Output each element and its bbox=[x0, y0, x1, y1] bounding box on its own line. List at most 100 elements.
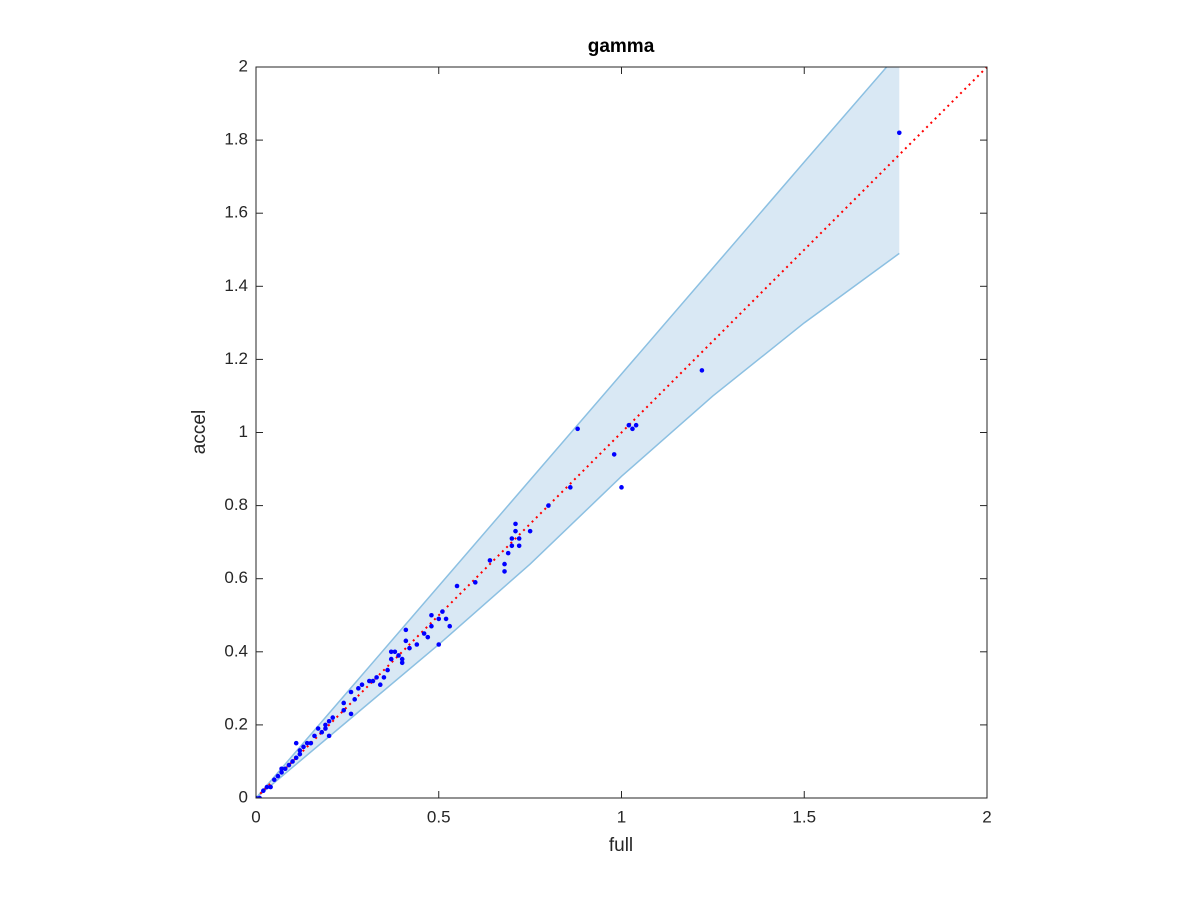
point bbox=[513, 521, 518, 527]
point bbox=[348, 689, 354, 695]
y-tick-label: 1.6 bbox=[224, 203, 248, 222]
point bbox=[367, 678, 372, 684]
point bbox=[575, 426, 580, 432]
point bbox=[264, 784, 270, 790]
point bbox=[279, 766, 284, 772]
point bbox=[513, 528, 518, 534]
x-tick-label: 1 bbox=[617, 807, 626, 826]
y-tick-label: 0.6 bbox=[224, 568, 248, 587]
band-upper-edge bbox=[256, 67, 888, 798]
point bbox=[385, 667, 390, 673]
point bbox=[370, 678, 376, 684]
point bbox=[611, 452, 617, 457]
point bbox=[352, 697, 357, 702]
point bbox=[896, 130, 902, 136]
y-tick-label: 1 bbox=[239, 422, 248, 441]
y-tick-label: 0 bbox=[239, 787, 248, 806]
point bbox=[440, 609, 445, 614]
x-axis-label: full bbox=[609, 835, 633, 856]
point bbox=[447, 623, 453, 629]
axes: 0 0.5 1 1.5 2 0 0.2 0.4 0.6 0.8 1 1.2 1.4 1.6 1.8 2 bbox=[224, 56, 991, 826]
point bbox=[304, 740, 310, 746]
point bbox=[403, 638, 409, 644]
point bbox=[414, 642, 420, 647]
y-tick-label: 1.4 bbox=[224, 276, 248, 295]
reference-line bbox=[256, 67, 987, 798]
point bbox=[319, 729, 325, 735]
x-tick-label: 0 bbox=[251, 807, 260, 826]
y-axis-label: accel bbox=[189, 410, 210, 454]
point bbox=[454, 583, 460, 589]
point bbox=[282, 766, 288, 772]
point bbox=[323, 722, 328, 728]
point bbox=[271, 777, 277, 783]
point bbox=[301, 744, 306, 750]
point bbox=[312, 733, 317, 739]
point bbox=[436, 616, 442, 622]
point bbox=[399, 656, 405, 662]
point bbox=[699, 368, 705, 373]
point bbox=[261, 788, 266, 793]
point bbox=[619, 485, 624, 490]
point bbox=[348, 711, 354, 717]
point bbox=[326, 733, 332, 739]
point bbox=[297, 748, 303, 753]
point bbox=[396, 653, 401, 658]
point bbox=[275, 773, 281, 779]
point bbox=[268, 784, 273, 790]
point bbox=[330, 715, 336, 720]
point bbox=[323, 726, 328, 731]
point bbox=[516, 536, 522, 541]
x-tick-label: 0.5 bbox=[427, 807, 451, 826]
point bbox=[374, 675, 379, 680]
point bbox=[293, 740, 299, 746]
point bbox=[436, 642, 442, 647]
point bbox=[388, 649, 394, 655]
y-tick-label: 0.4 bbox=[224, 641, 248, 660]
point bbox=[505, 550, 511, 556]
point bbox=[286, 762, 292, 768]
plot-area bbox=[256, 67, 987, 798]
point bbox=[341, 700, 347, 706]
point bbox=[502, 569, 507, 574]
x-tick-label: 2 bbox=[982, 807, 991, 826]
point bbox=[290, 759, 295, 764]
point bbox=[527, 528, 533, 534]
y-tick-label: 0.2 bbox=[224, 714, 248, 733]
point bbox=[509, 536, 515, 541]
band-lower-edge bbox=[256, 252, 900, 798]
point bbox=[633, 422, 639, 428]
y-tick-label: 0.8 bbox=[224, 495, 248, 514]
point bbox=[293, 755, 299, 761]
band-area bbox=[256, 67, 900, 798]
point bbox=[429, 612, 434, 618]
point bbox=[473, 580, 478, 585]
point bbox=[546, 503, 551, 508]
point bbox=[516, 543, 522, 549]
y-tick-label: 2 bbox=[239, 56, 248, 75]
point bbox=[257, 795, 262, 798]
point bbox=[403, 627, 409, 633]
point bbox=[356, 686, 361, 691]
point bbox=[568, 485, 573, 490]
point bbox=[502, 561, 507, 567]
point bbox=[487, 558, 493, 563]
point bbox=[407, 645, 412, 651]
point bbox=[509, 543, 515, 549]
point bbox=[279, 770, 284, 775]
point bbox=[399, 660, 405, 666]
point bbox=[308, 740, 314, 746]
chart-title: gamma bbox=[588, 36, 655, 57]
point bbox=[429, 623, 434, 629]
point bbox=[381, 675, 387, 680]
point bbox=[326, 718, 332, 724]
point bbox=[443, 616, 449, 622]
point bbox=[315, 726, 321, 731]
point bbox=[359, 682, 365, 687]
point bbox=[388, 656, 394, 662]
y-tick-label: 1.8 bbox=[224, 130, 248, 149]
point bbox=[341, 707, 347, 713]
point bbox=[421, 631, 427, 636]
x-tick-label: 1.5 bbox=[792, 807, 816, 826]
